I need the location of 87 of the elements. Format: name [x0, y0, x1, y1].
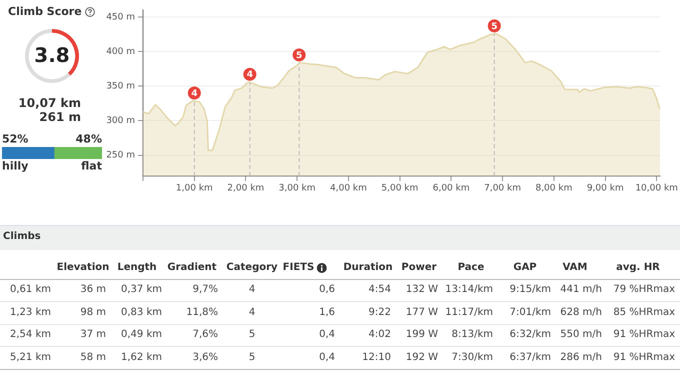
text: 1,23 km	[10, 306, 51, 318]
text: 9:15/km	[510, 284, 551, 295]
text: 79 %HRmax	[613, 284, 675, 295]
text: 5	[248, 329, 256, 340]
text: 2,54 km	[10, 329, 51, 340]
annotation: 5	[491, 22, 498, 32]
text: 11,8%	[186, 306, 218, 318]
text: 98 m	[80, 306, 106, 318]
text: 5,21 km	[10, 352, 51, 362]
text: 4	[248, 284, 256, 295]
category-label: avg. HR	[616, 262, 660, 273]
text: 0,4	[319, 329, 335, 340]
text: 10,07 km	[18, 96, 81, 110]
x-tick-label: 7,00 km	[484, 184, 521, 194]
text: 91 %HRmax	[613, 352, 675, 362]
category-label: Duration	[343, 262, 393, 273]
category-label: GAP	[513, 262, 537, 273]
category-label: FIETS	[282, 262, 314, 273]
annotation: 4	[191, 88, 198, 99]
text: 199 W	[406, 329, 438, 340]
text: 4:54	[368, 284, 391, 295]
x-tick-label: 10,00 km	[635, 184, 678, 194]
text: 58 m	[80, 352, 106, 362]
text: 11:17/km	[445, 306, 493, 318]
text: 286 m/h	[560, 352, 602, 362]
text: 7:01/km	[510, 306, 551, 318]
text: 177 W	[406, 306, 438, 318]
series-label: hilly	[2, 159, 28, 172]
text: 8:13/km	[452, 329, 493, 340]
category-label: Length	[117, 262, 157, 273]
x-tick-label: 4,00 km	[330, 184, 367, 194]
text: 0,61 km	[10, 284, 51, 295]
text: 91 %HRmax	[613, 329, 675, 340]
text: 12:10	[362, 352, 391, 362]
data-label: 52%	[2, 132, 28, 146]
text: 6:32/km	[510, 329, 551, 340]
text: 0,83 km	[121, 306, 162, 318]
x-tick-label: 6,00 km	[432, 184, 470, 194]
x-tick-label: 8,00 km	[535, 184, 572, 194]
x-tick-label: 9,00 km	[586, 184, 624, 194]
text: 3.8	[34, 43, 70, 68]
text: 85 %HRmax	[613, 306, 675, 318]
y-tick-label: 300 m	[106, 116, 135, 126]
category-label: Power	[401, 262, 437, 273]
chart-title: Climb Score	[8, 5, 82, 18]
text: 0,4	[319, 352, 335, 362]
text: Climbs	[3, 231, 41, 242]
category-label: Category	[226, 262, 278, 273]
text: 0,37 km	[121, 284, 162, 295]
text: 4	[248, 306, 256, 318]
text: 132 W	[406, 284, 438, 295]
data-label: 48%	[76, 132, 102, 146]
y-tick-label: 450 m	[106, 12, 135, 22]
text: 1,62 km	[121, 352, 162, 362]
text: 7,6%	[192, 329, 218, 340]
text: 550 m/h	[560, 329, 602, 340]
y-tick-label: 400 m	[106, 46, 135, 57]
text: 1,6	[319, 306, 335, 318]
category-label: Gradient	[167, 262, 217, 273]
annotation: 4	[246, 70, 253, 80]
x-tick-label: 2,00 km	[227, 184, 264, 194]
text: 441 m/h	[560, 284, 602, 295]
category-label: VAM	[562, 262, 588, 273]
text: 3,6%	[192, 352, 218, 362]
annotation: 5	[296, 50, 302, 61]
text: 36 m	[80, 284, 106, 295]
text: 0,6	[319, 284, 335, 295]
series-label: flat	[81, 159, 102, 172]
category-label: Pace	[458, 262, 484, 273]
text: 13:14/km	[445, 284, 493, 295]
y-tick-label: 350 m	[106, 81, 135, 92]
text: 4:02	[368, 329, 391, 340]
x-tick-label: 5,00 km	[381, 184, 418, 194]
text: 9,7%	[192, 284, 218, 295]
text: 261 m	[39, 110, 81, 124]
category-label: Elevation	[56, 262, 110, 273]
y-tick-label: 250 m	[106, 150, 135, 161]
text: 9:22	[368, 306, 391, 318]
text: 192 W	[406, 352, 438, 362]
x-tick-label: 3,00 km	[278, 184, 316, 194]
text: 0,49 km	[121, 329, 162, 340]
text: 628 m/h	[560, 306, 602, 318]
text: 37 m	[80, 329, 106, 340]
text: 6:37/km	[510, 352, 551, 362]
text: 7:30/km	[452, 352, 493, 362]
x-tick-label: 1,00 km	[176, 184, 213, 194]
text: 5	[248, 352, 256, 362]
